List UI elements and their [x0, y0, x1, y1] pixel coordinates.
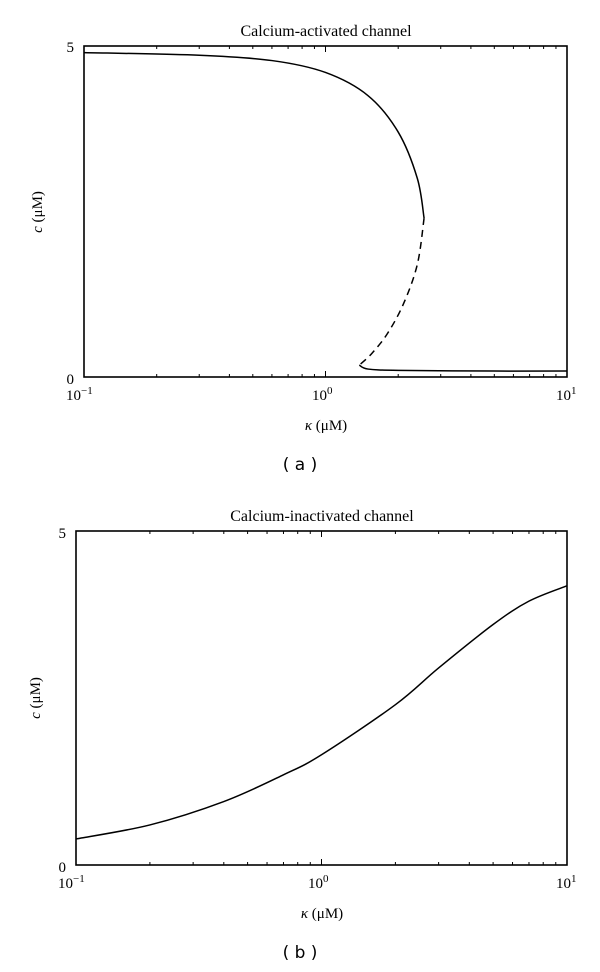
curve-stable-branch: [75, 585, 568, 840]
chart-b-ytick-5: 5: [59, 526, 67, 542]
chart-b-ticks: [75, 530, 568, 866]
panel-b: Calcium-inactivated channel 5 0 10−1 100…: [0, 490, 600, 972]
chart-a-title: Calcium-activated channel: [240, 23, 412, 40]
chart-a-xtick-10: 101: [556, 385, 577, 404]
curve-lower-stable-branch: [358, 364, 568, 372]
chart-a-ticks: [83, 45, 568, 378]
panel-a: Calcium-activated channel 5 0 10−1 100 1…: [30, 23, 577, 475]
chart-a-svg: Calcium-activated channel 5 0 10−1 100 1…: [30, 23, 577, 434]
caption-b: ( b ): [282, 943, 318, 963]
curve-unstable-branch: [358, 218, 425, 366]
chart-b-title: Calcium-inactivated channel: [230, 508, 414, 525]
chart-a-ytick-0: 0: [67, 372, 75, 388]
chart-a-xtick-1: 100: [312, 385, 333, 404]
chart-b-ylabel: c (μM): [28, 677, 44, 719]
chart-b-xtick-1: 100: [308, 873, 329, 892]
chart-b-svg: Calcium-inactivated channel 5 0 10−1 100…: [28, 508, 577, 922]
chart-a-ytick-5: 5: [67, 40, 75, 56]
chart-a-axes-frame: [83, 45, 568, 378]
chart-a-xtick-0.1: 10−1: [66, 385, 93, 404]
chart-a-xlabel: κ (μM): [305, 418, 347, 434]
chart-b-xlabel: κ (μM): [301, 906, 343, 922]
chart-b-curves: [75, 585, 568, 840]
curve-upper-stable-branch: [83, 51, 425, 219]
chart-b-ytick-0: 0: [59, 860, 67, 876]
caption-a: ( a ): [282, 455, 318, 475]
chart-a-ylabel: c (μM): [30, 191, 46, 233]
chart-b-xtick-0.1: 10−1: [58, 873, 85, 892]
chart-b-axes-frame: [75, 530, 568, 866]
chart-b-xtick-10: 101: [556, 873, 577, 892]
chart-a-curves: [83, 51, 568, 372]
